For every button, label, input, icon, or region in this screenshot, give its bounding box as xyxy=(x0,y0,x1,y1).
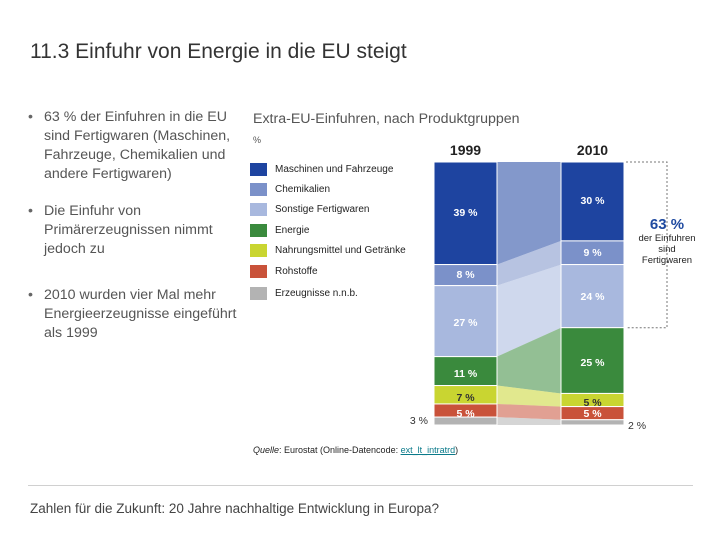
bar-2010-energie xyxy=(560,327,625,394)
connector-erzeugnisse-n-n-b xyxy=(497,417,561,425)
source-end: ) xyxy=(455,445,459,455)
data-label-2010-maschinen-und-fahrzeuge: 30 % xyxy=(581,195,606,207)
year-label-2010: 2010 xyxy=(577,142,608,158)
legend-swatch xyxy=(250,183,267,196)
bullet-item: Die Einfuhr von Primärerzeugnissen nimmt… xyxy=(28,202,238,259)
page-title: 11.3 Einfuhr von Energie in die EU steig… xyxy=(30,40,407,64)
bullet-list: 63 % der Einfuhren in die EU sind Fertig… xyxy=(28,108,238,343)
source-label: Quelle xyxy=(253,445,280,455)
chart-title: Extra-EU-Einfuhren, nach Produktgruppen xyxy=(253,111,520,127)
legend-label: Chemikalien xyxy=(275,184,331,195)
legend-label: Sonstige Fertigwaren xyxy=(275,204,370,215)
footer-divider xyxy=(28,485,693,486)
legend-label: Maschinen und Fahrzeuge xyxy=(275,164,394,175)
legend-label: Rohstoffe xyxy=(275,266,318,277)
legend-label: Energie xyxy=(275,225,310,236)
source-text: : Eurostat (Online-Datencode: xyxy=(279,445,401,455)
annotation-bracket xyxy=(626,161,668,329)
data-label-1999-energie: 11 % xyxy=(454,368,478,380)
annotation-text: der Einfuhren sind Fertigwaren xyxy=(638,233,696,266)
data-label-1999-sonstige-fertigwaren: 27 % xyxy=(454,317,479,329)
bullet-item: 2010 wurden vier Mal mehr Energieerzeugn… xyxy=(28,286,238,343)
connector-maschinen-und-fahrzeuge xyxy=(497,162,561,265)
legend-label: Nahrungsmittel und Getränke xyxy=(275,245,406,256)
bullet-item: 63 % der Einfuhren in die EU sind Fertig… xyxy=(28,108,238,184)
annotation-value: 63 % xyxy=(649,216,685,233)
slide-title: Einfuhr von Energie in die EU steigt xyxy=(75,40,407,63)
connector-nahrungsmittel-und-getranke xyxy=(497,385,561,407)
legend-swatch xyxy=(250,287,267,300)
chart-unit: % xyxy=(253,135,262,145)
source-note: Quelle: Eurostat (Online-Datencode: ext_… xyxy=(253,445,458,455)
data-label-2010-energie: 25 % xyxy=(581,357,606,369)
slide-number: 11.3 xyxy=(30,40,70,63)
legend-swatch xyxy=(250,224,267,237)
legend-label: Erzeugnisse n.n.b. xyxy=(275,288,358,299)
data-label-1999-nahrungsmittel-und-getranke: 7 % xyxy=(456,392,475,404)
data-label-2010-erzeugnisse-n-n-b: 2 % xyxy=(628,420,646,432)
legend-swatch xyxy=(250,265,267,278)
data-label-2010-nahrungsmittel-und-getranke: 5 % xyxy=(583,397,602,409)
bar-2010-erzeugnisse-n-n-b xyxy=(560,419,625,426)
manufactured-goods-annotation: 63 % der Einfuhren sind Fertigwaren xyxy=(634,216,700,266)
legend-swatch xyxy=(250,244,267,257)
bar-1999-erzeugnisse-n-n-b xyxy=(433,416,498,426)
legend-swatch xyxy=(250,203,267,216)
connector-rohstoffe xyxy=(497,403,561,420)
bar-2010-sonstige-fertigwaren xyxy=(560,264,625,329)
data-label-1999-chemikalien: 8 % xyxy=(456,269,475,281)
connector-chemikalien xyxy=(497,240,561,286)
data-label-2010-sonstige-fertigwaren: 24 % xyxy=(581,291,606,303)
bar-1999-maschinen-und-fahrzeuge xyxy=(433,161,498,266)
bar-1999-sonstige-fertigwaren xyxy=(433,285,498,358)
data-label-2010-rohstoffe: 5 % xyxy=(583,408,602,420)
connector-energie xyxy=(497,327,561,394)
bar-2010-maschinen-und-fahrzeuge xyxy=(560,161,625,242)
data-label-1999-rohstoffe: 5 % xyxy=(456,408,475,420)
source-link[interactable]: ext_lt_intratrd xyxy=(400,445,456,455)
footer-text: Zahlen für die Zukunft: 20 Jahre nachhal… xyxy=(30,501,440,516)
data-label-1999-maschinen-und-fahrzeuge: 39 % xyxy=(454,207,479,219)
connector-sonstige-fertigwaren xyxy=(497,264,561,357)
data-label-1999-erzeugnisse-n-n-b: 3 % xyxy=(410,415,428,427)
legend-swatch xyxy=(250,163,267,176)
bar-1999-energie xyxy=(433,356,498,387)
year-label-1999: 1999 xyxy=(450,142,481,158)
data-label-2010-chemikalien: 9 % xyxy=(583,247,602,259)
